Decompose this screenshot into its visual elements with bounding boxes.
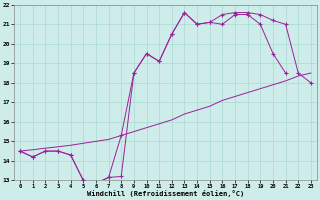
X-axis label: Windchill (Refroidissement éolien,°C): Windchill (Refroidissement éolien,°C) (87, 190, 244, 197)
